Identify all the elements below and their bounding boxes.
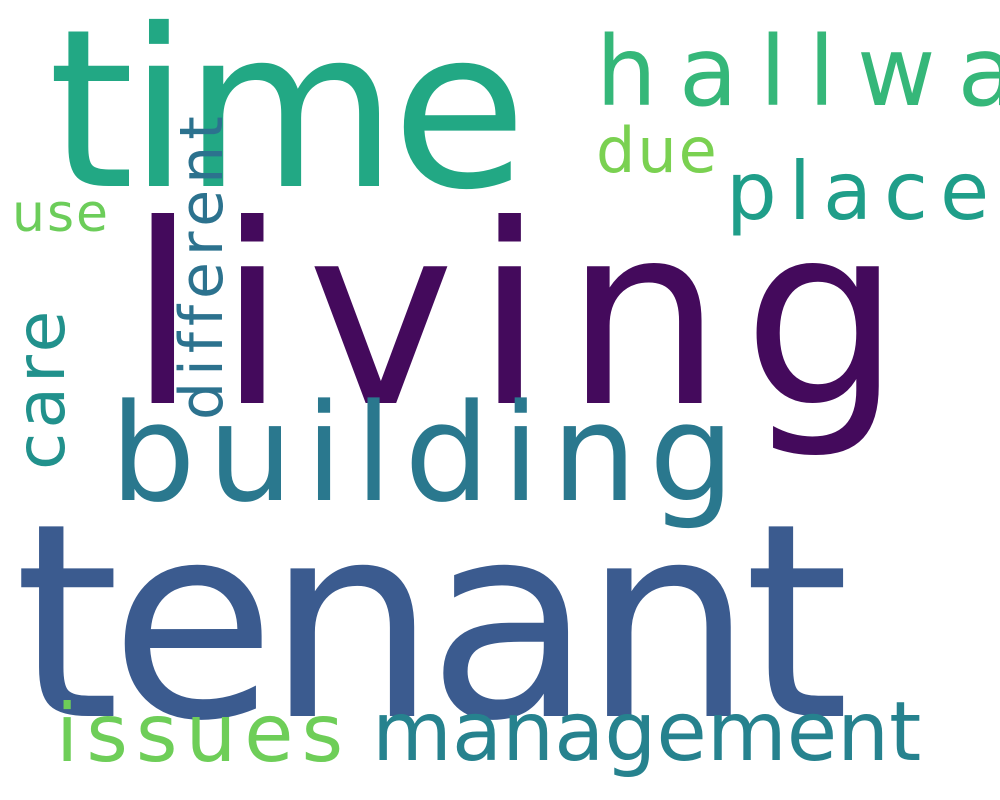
word-different: different [167, 110, 237, 420]
word-due: due [596, 114, 719, 187]
word-tenant: tenant [14, 465, 850, 780]
word-management: management [372, 685, 922, 780]
word-use: use [12, 184, 111, 244]
word-hallway: hallway [596, 16, 1000, 128]
word-building: building [110, 375, 747, 532]
word-issues: issues [56, 687, 352, 780]
word-place: place [726, 145, 1000, 238]
word-living: living [128, 171, 922, 462]
word-care: care [2, 306, 81, 470]
word-time: time [48, 0, 527, 238]
